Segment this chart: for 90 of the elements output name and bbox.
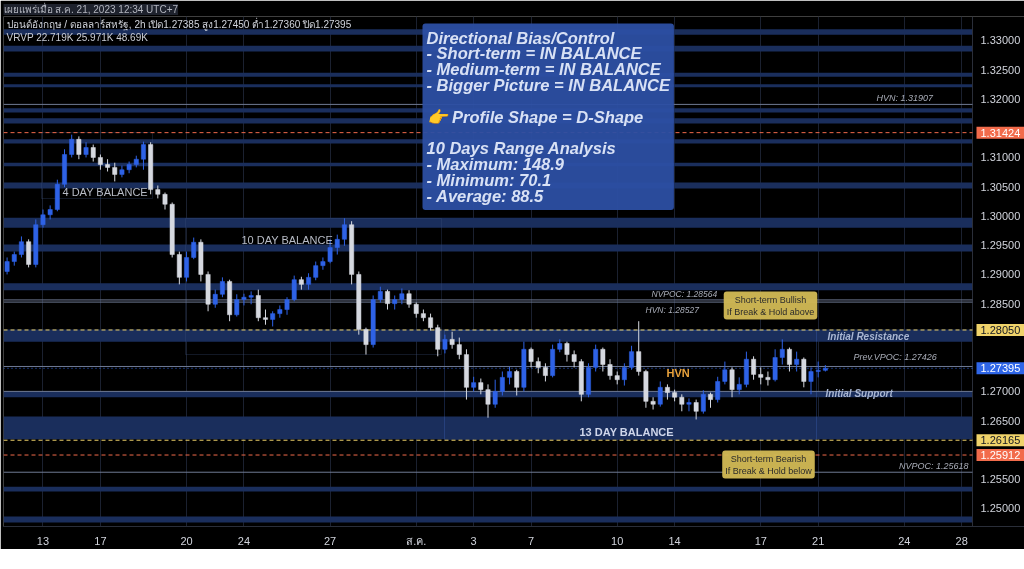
candlestick	[787, 347, 792, 373]
candlestick	[657, 380, 663, 408]
x-tick-label: 24	[898, 534, 911, 547]
candlestick	[69, 134, 75, 158]
annotation: Short-term Bearish If Break & Hold below	[725, 453, 813, 476]
annotation: Initial Resistance	[827, 331, 910, 342]
candlestick	[220, 276, 225, 298]
annotation: Initial Support	[825, 388, 894, 399]
x-tick-label: 20	[180, 534, 193, 547]
x-tick-label: 17	[754, 534, 767, 547]
x-tick-label: 3	[470, 534, 477, 547]
annotation: NVPOC: 1.28564	[651, 288, 718, 299]
candlestick	[779, 338, 785, 365]
x-tick-label: 21	[812, 534, 825, 547]
annotation: HVN: 1.28527	[645, 304, 700, 315]
candlestick	[729, 366, 735, 398]
candlestick	[442, 334, 448, 354]
annotation: NVPOC: 1.25618	[898, 460, 969, 471]
annotation: HVN	[666, 366, 690, 379]
y-tick-label: 1.29000	[980, 268, 1021, 281]
y-tick-label: 1.27000	[980, 385, 1021, 398]
candlestick	[435, 324, 441, 357]
candlestick	[722, 361, 728, 385]
candlestick	[191, 237, 197, 260]
candlestick	[112, 162, 118, 182]
annotation: 13 DAY BALANCE	[579, 425, 674, 438]
candlestick	[26, 238, 32, 268]
ref-line-label: 1.28050	[980, 323, 1021, 336]
chart-subtitle: ปอนด์อังกฤษ / ดอลลาร์สหรัฐ, 2h เปิด1.27385 สูง1.27450 ต่ำ1.27360 ปิด1.27395	[6, 17, 352, 31]
candlestick	[686, 397, 692, 412]
candlestick	[751, 355, 756, 381]
candlestick	[342, 217, 347, 247]
x-tick-label: 14	[668, 534, 681, 547]
candlestick	[456, 337, 462, 360]
y-tick-label: 1.33000	[980, 34, 1021, 47]
x-tick-label: 10	[611, 534, 624, 547]
annotation: 4 DAY BALANCE	[62, 185, 148, 198]
candlestick	[176, 251, 182, 285]
candlestick	[363, 327, 369, 356]
text: Directional Bias/Control - Short-term = IN BALANCE - Medium-term = IN BALANCE - Bigger Picture = IN BALANCE 👉 Profile Shape = D-Shape 10 Days Range Analysis - Maximum: 148.9 - Minimum: 70.1 - Average: 88.5	[426, 28, 670, 205]
ref-line-label: 1.27395	[980, 362, 1021, 375]
y-tick-label: 1.32000	[980, 92, 1021, 105]
annotation: Prev.VPOC: 1.27426	[853, 351, 937, 362]
candlestick	[514, 369, 520, 396]
candlestick	[19, 235, 24, 258]
y-tick-label: 1.32500	[980, 63, 1021, 76]
candlestick	[715, 376, 721, 404]
x-tick-label: 24	[237, 534, 251, 547]
x-tick-label: ส.ค.	[406, 534, 427, 547]
candlestick	[700, 389, 706, 415]
candlestick	[83, 141, 89, 158]
candlestick	[385, 289, 390, 311]
candlestick	[693, 399, 699, 420]
annotation: 10 DAY BALANCE	[241, 233, 333, 246]
x-tick-label: 28	[955, 534, 968, 547]
y-tick-label: 1.28500	[980, 297, 1021, 310]
ref-line-label: 1.25912	[980, 449, 1021, 462]
ref-line-label: 1.31424	[980, 126, 1021, 139]
chart-title: เผยแพร่เมื่อ ส.ค. 21, 2023 12:34 UTC+7	[3, 2, 179, 15]
x-tick-label: 17	[94, 534, 107, 547]
candlestick	[212, 289, 218, 309]
annotation: Short-term Bullish If Break & Hold above	[726, 294, 815, 317]
candlestick	[499, 371, 505, 396]
x-tick-label: 7	[528, 534, 535, 547]
annotation: HVN: 1.31907	[876, 92, 935, 103]
y-tick-label: 1.29500	[980, 239, 1021, 252]
y-tick-label: 1.30500	[980, 180, 1021, 193]
candlestick	[399, 287, 405, 305]
candlestick	[141, 141, 146, 171]
y-tick-label: 1.30000	[980, 209, 1021, 222]
candlestick	[248, 290, 254, 305]
x-tick-label: 27	[323, 534, 337, 547]
candlestick	[313, 261, 319, 281]
x-tick-label: 13	[36, 534, 50, 547]
candlestick	[255, 289, 261, 322]
candlestick	[76, 135, 82, 160]
y-tick-label: 1.31000	[980, 151, 1021, 164]
candlestick	[449, 331, 455, 350]
annotation: VRVP 22.719K 25.971K 48.69K	[6, 32, 149, 43]
y-tick-label: 1.25000	[980, 502, 1021, 515]
candlestick	[543, 362, 548, 382]
candlestick	[184, 251, 189, 282]
candlestick	[801, 356, 807, 388]
candlestick	[772, 348, 778, 382]
candlestick	[765, 371, 771, 387]
y-tick-label: 1.25500	[980, 473, 1021, 486]
y-tick-label: 1.26500	[980, 414, 1021, 427]
ref-line-label: 1.26165	[980, 434, 1021, 447]
candlestick	[492, 379, 498, 409]
candlestick	[794, 351, 800, 373]
